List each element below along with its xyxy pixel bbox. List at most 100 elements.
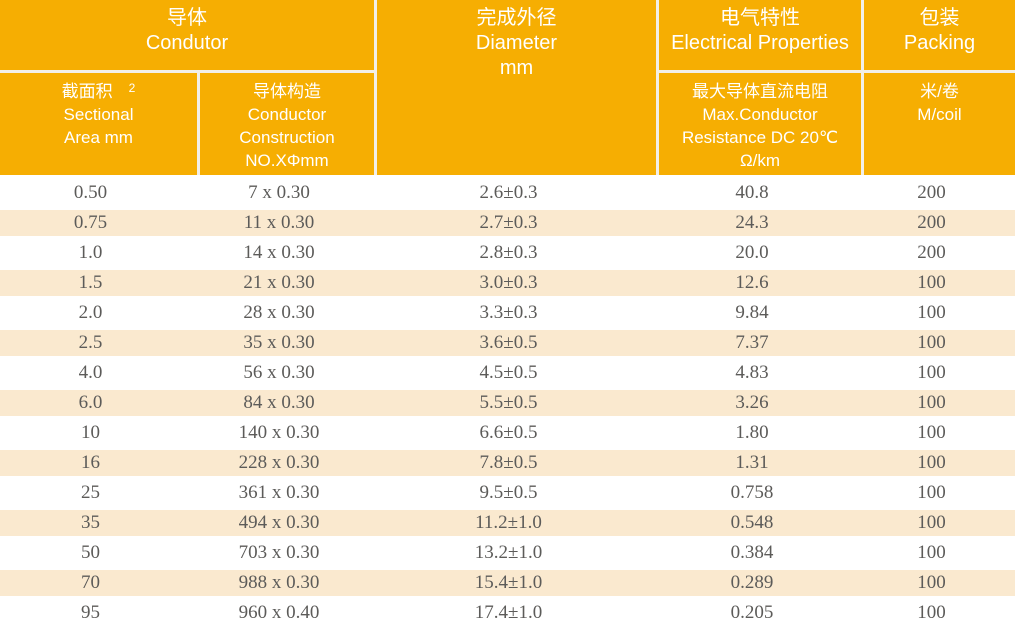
table-row: 1.0 14 x 0.30 2.8±0.3 20.0 200 <box>0 238 1015 268</box>
table-row: 16 228 x 0.30 7.8±0.5 1.31 100 <box>0 448 1015 478</box>
table-row: 25 361 x 0.30 9.5±0.5 0.758 100 <box>0 478 1015 508</box>
header-sectional-area-en2: Area mm <box>64 128 133 147</box>
cell-resistance: 0.384 <box>730 542 774 563</box>
cell-diameter: 2.8±0.3 <box>479 242 538 263</box>
cell-diameter: 7.8±0.5 <box>479 452 538 473</box>
table-row: 35 494 x 0.30 11.2±1.0 0.548 100 <box>0 508 1015 538</box>
cell-diameter: 9.5±0.5 <box>479 482 538 503</box>
header-construction-zh: 导体构造 <box>253 82 321 101</box>
cell-m-per-coil: 100 <box>917 272 946 293</box>
cell-construction: 56 x 0.30 <box>243 362 315 383</box>
header-conductor-zh: 导体 <box>167 7 207 29</box>
cell-diameter: 15.4±1.0 <box>474 572 543 593</box>
table-row: 6.0 84 x 0.30 5.5±0.5 3.26 100 <box>0 388 1015 418</box>
header-conductor-en: Condutor <box>145 32 229 54</box>
header-packing-zh: 包装 <box>919 7 960 29</box>
cell-diameter: 2.7±0.3 <box>479 212 538 233</box>
cell-m-per-coil: 100 <box>917 572 946 593</box>
cell-m-per-coil: 100 <box>917 512 946 533</box>
cell-construction: 21 x 0.30 <box>243 272 315 293</box>
cell-resistance: 1.31 <box>735 452 769 473</box>
header-m-coil-zh: 米/卷 <box>920 82 959 101</box>
cell-construction: 988 x 0.30 <box>238 572 320 593</box>
cell-diameter: 2.6±0.3 <box>479 182 538 203</box>
cell-sectional-area: 35 <box>81 512 100 533</box>
cell-sectional-area: 2.5 <box>78 332 103 353</box>
header-construction-en2: Construction <box>239 128 335 147</box>
table-row: 10 140 x 0.30 6.6±0.5 1.80 100 <box>0 418 1015 448</box>
cell-sectional-area: 50 <box>81 542 100 563</box>
cell-construction: 84 x 0.30 <box>243 392 315 413</box>
header-electrical-en: Electrical Properties <box>671 32 849 54</box>
table-row: 4.0 56 x 0.30 4.5±0.5 4.83 100 <box>0 358 1015 388</box>
header-diameter: 完成外径 Diameter mm <box>377 0 656 175</box>
cell-construction: 28 x 0.30 <box>243 302 315 323</box>
cell-construction: 11 x 0.30 <box>243 212 315 233</box>
header-diameter-unit: mm <box>499 57 534 79</box>
header-diameter-zh: 完成外径 <box>476 7 557 29</box>
header-construction-en1: Conductor <box>247 105 327 124</box>
cell-resistance: 24.3 <box>735 212 769 233</box>
cell-diameter: 3.6±0.5 <box>479 332 538 353</box>
cell-construction: 960 x 0.40 <box>238 602 320 623</box>
cell-sectional-area: 25 <box>81 482 100 503</box>
header-sectional-area-zh: 截面积 <box>61 82 113 101</box>
table-body: 0.50 7 x 0.30 2.6±0.3 40.8 200 0.75 11 x 0.30 2… <box>0 175 1015 628</box>
cell-resistance: 0.758 <box>730 482 774 503</box>
table-row: 2.0 28 x 0.30 3.3±0.3 9.84 100 <box>0 298 1015 328</box>
header-resistance-en1: Max.Conductor <box>702 105 818 124</box>
header-sectional-area-sup: 2 <box>128 81 136 95</box>
cell-resistance: 0.289 <box>730 572 774 593</box>
cell-sectional-area: 6.0 <box>78 392 103 413</box>
cell-resistance: 9.84 <box>735 302 769 323</box>
table-row: 1.5 21 x 0.30 3.0±0.3 12.6 100 <box>0 268 1015 298</box>
cell-m-per-coil: 100 <box>917 482 946 503</box>
cell-resistance: 4.83 <box>735 362 769 383</box>
cell-m-per-coil: 100 <box>917 302 946 323</box>
header-construction: 导体构造 Conductor Construction NO.XΦmm <box>200 73 374 175</box>
cell-diameter: 5.5±0.5 <box>479 392 538 413</box>
header-resistance-unit: Ω/km <box>739 151 781 170</box>
header-resistance-zh: 最大导体直流电阻 <box>692 82 828 101</box>
table-row: 70 988 x 0.30 15.4±1.0 0.289 100 <box>0 568 1015 598</box>
cell-sectional-area: 1.0 <box>78 242 103 263</box>
cell-construction: 361 x 0.30 <box>238 482 320 503</box>
header-conductor-group: 导体 Condutor <box>0 0 374 70</box>
table-row: 0.75 11 x 0.30 2.7±0.3 24.3 200 <box>0 208 1015 238</box>
cell-resistance: 0.548 <box>730 512 774 533</box>
cell-resistance: 3.26 <box>735 392 769 413</box>
header-electrical-zh: 电气特性 <box>720 7 800 29</box>
header-construction-en3: NO.XΦmm <box>245 151 329 170</box>
cell-sectional-area: 95 <box>81 602 100 623</box>
cell-m-per-coil: 100 <box>917 362 946 383</box>
cell-construction: 494 x 0.30 <box>238 512 320 533</box>
header-sectional-area: 截面积 2 Sectional Area mm <box>0 73 197 175</box>
cell-diameter: 3.3±0.3 <box>479 302 538 323</box>
cell-sectional-area: 2.0 <box>78 302 103 323</box>
cell-diameter: 17.4±1.0 <box>474 602 543 623</box>
cell-construction: 7 x 0.30 <box>248 182 310 203</box>
cell-diameter: 13.2±1.0 <box>474 542 543 563</box>
table-row: 95 960 x 0.40 17.4±1.0 0.205 100 <box>0 598 1015 628</box>
cell-sectional-area: 1.5 <box>78 272 103 293</box>
cell-m-per-coil: 100 <box>917 332 946 353</box>
header-diameter-en: Diameter <box>475 32 558 54</box>
cell-sectional-area: 0.75 <box>73 212 108 233</box>
table-row: 0.50 7 x 0.30 2.6±0.3 40.8 200 <box>0 178 1015 208</box>
cell-diameter: 4.5±0.5 <box>479 362 538 383</box>
cell-sectional-area: 0.50 <box>73 182 108 203</box>
cell-diameter: 6.6±0.5 <box>479 422 538 443</box>
table-header: 导体 Condutor 完成外径 Diameter mm 电气特性 Electr… <box>0 0 1015 175</box>
header-resistance-en2: Resistance DC 20℃ <box>681 128 839 147</box>
cell-m-per-coil: 100 <box>917 452 946 473</box>
cell-m-per-coil: 100 <box>917 422 946 443</box>
header-packing-group: 包装 Packing <box>864 0 1015 70</box>
cell-sectional-area: 16 <box>81 452 100 473</box>
cell-sectional-area: 10 <box>81 422 100 443</box>
header-packing-en: Packing <box>903 32 976 54</box>
cell-m-per-coil: 100 <box>917 602 946 623</box>
cell-resistance: 40.8 <box>735 182 769 203</box>
cell-construction: 703 x 0.30 <box>238 542 320 563</box>
header-m-coil: 米/卷 M/coil <box>864 73 1015 175</box>
